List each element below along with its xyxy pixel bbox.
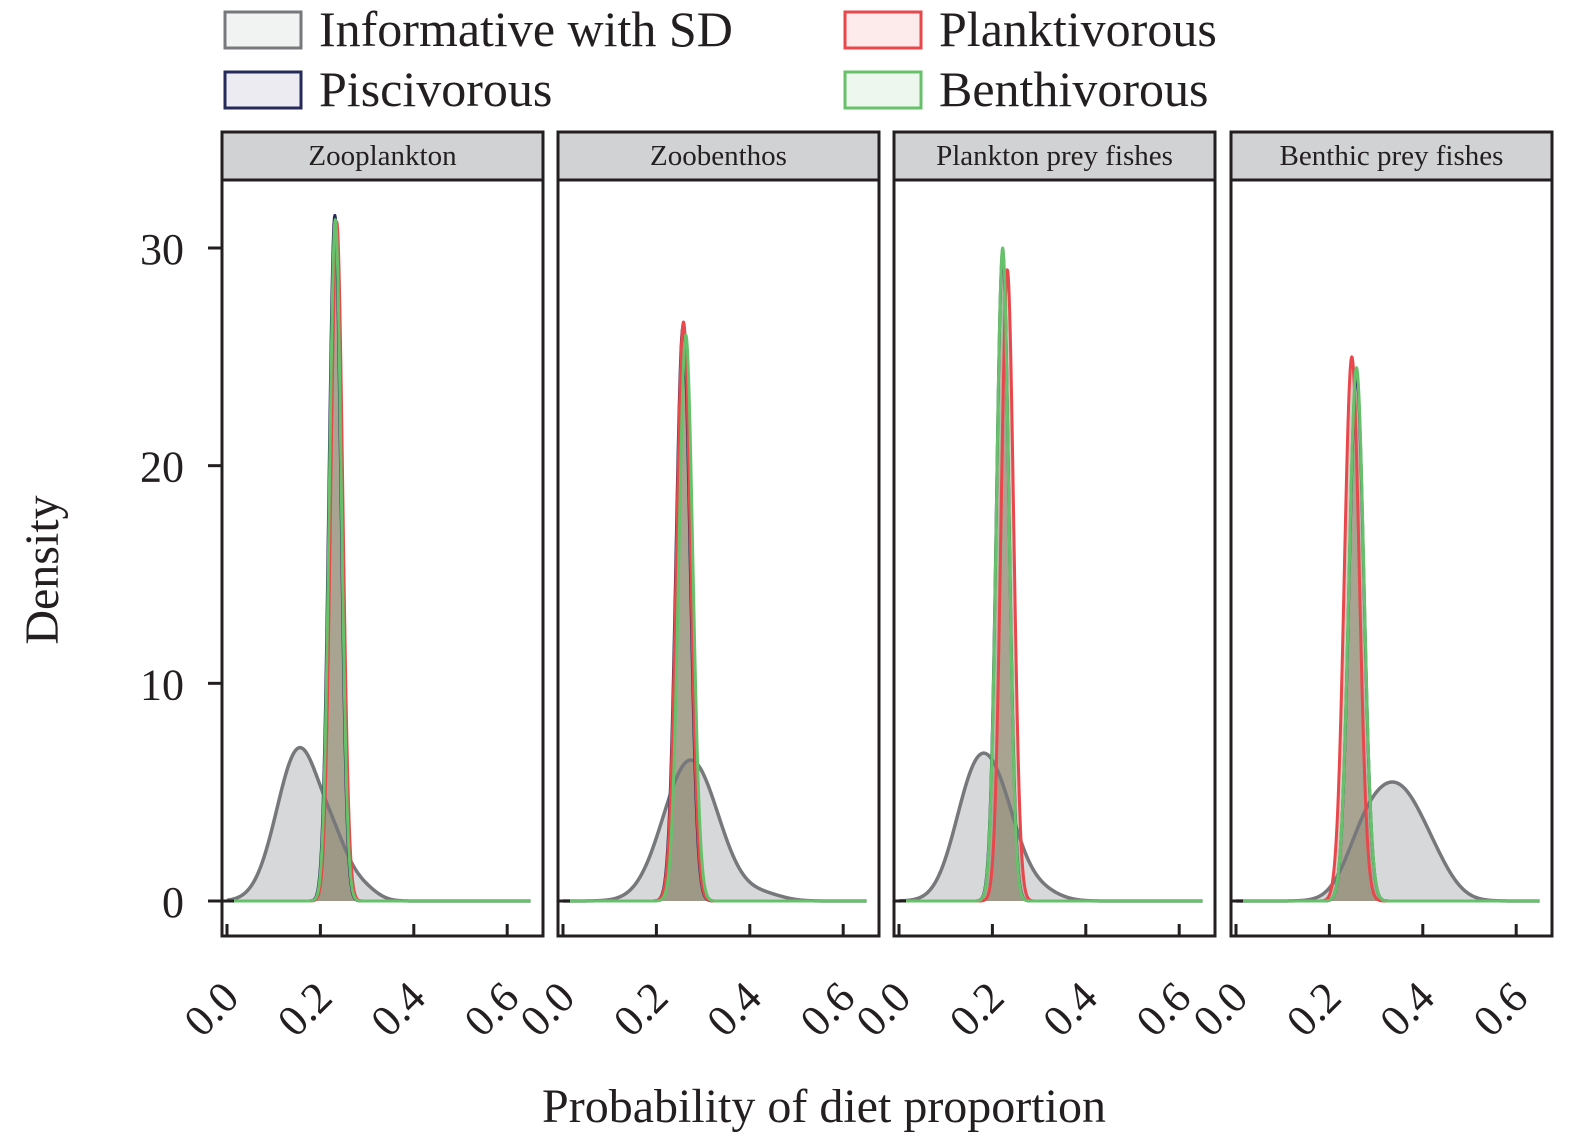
y-axis: 0 10 20 30 xyxy=(140,225,184,927)
density-area-prior xyxy=(227,747,531,901)
density-area-prior xyxy=(563,760,867,901)
legend-item-prior: Informative with SD xyxy=(223,1,733,57)
legend: Informative with SD Planktivorous Piscivor… xyxy=(223,1,1217,117)
strip-label: Zooplankton xyxy=(308,140,457,172)
x-tick-label: 0.2 xyxy=(268,972,342,1046)
legend-item-benth: Benthivorous xyxy=(843,61,1208,117)
density-line-benth xyxy=(561,333,868,903)
legend-label-benth: Benthivorous xyxy=(939,61,1208,117)
density-layer xyxy=(225,213,532,903)
density-area-prior xyxy=(1236,782,1540,901)
strip-background xyxy=(220,130,545,182)
x-axis-title: Probability of diet proportion xyxy=(542,1080,1106,1133)
legend-swatch-plankt xyxy=(843,10,923,50)
density-area-prior xyxy=(899,753,1203,901)
legend-item-plankt: Planktivorous xyxy=(843,1,1217,57)
density-line-benth xyxy=(225,218,532,903)
plot-frame xyxy=(892,178,1217,938)
x-tick-label: 0.0 xyxy=(511,972,585,1046)
panel-benthic-prey-fishes: Benthic prey fishes 0.0 0.2 0.4 0.6 xyxy=(1184,130,1554,1046)
y-tick-label: 30 xyxy=(140,225,184,274)
legend-swatch-prior xyxy=(223,10,303,50)
legend-label-pisc: Piscivorous xyxy=(319,61,552,117)
x-tick-label: 0.6 xyxy=(1464,972,1538,1046)
strip-background xyxy=(556,130,881,182)
legend-label-prior: Informative with SD xyxy=(319,1,733,57)
x-tick-label: 0.4 xyxy=(1370,972,1444,1046)
strip-label: Zoobenthos xyxy=(650,140,787,172)
strip-label: Plankton prey fishes xyxy=(936,140,1173,172)
x-tick-label: 0.0 xyxy=(1184,972,1258,1046)
y-tick-label: 20 xyxy=(140,443,184,492)
strip-label: Benthic prey fishes xyxy=(1280,140,1504,172)
legend-swatch-benth xyxy=(843,70,923,110)
strip-background xyxy=(892,130,1217,182)
density-line-benth xyxy=(897,246,1204,903)
legend-item-pisc: Piscivorous xyxy=(223,61,552,117)
x-tick-label: 0.0 xyxy=(847,972,921,1046)
x-tick-label: 0.0 xyxy=(175,972,249,1046)
panels: Zooplankton 0.0 0.2 0.4 0.6 Zoobenthos 0.0 0.2 0… xyxy=(175,130,1554,1046)
density-line-benth xyxy=(1234,366,1541,903)
legend-swatch-pisc xyxy=(223,70,303,110)
x-tick-label: 0.2 xyxy=(604,972,678,1046)
x-tick-label: 0.4 xyxy=(361,972,435,1046)
density-layer xyxy=(561,320,868,903)
y-tick-label: 10 xyxy=(140,660,184,709)
density-layer xyxy=(897,246,1204,903)
y-axis-title: Density xyxy=(16,495,69,644)
plot-frame xyxy=(220,178,545,938)
x-tick-label: 0.4 xyxy=(1033,972,1107,1046)
density-layer xyxy=(1234,355,1541,903)
y-tick-label: 0 xyxy=(162,878,184,927)
x-tick-label: 0.4 xyxy=(697,972,771,1046)
x-tick-label: 0.2 xyxy=(940,972,1014,1046)
legend-label-plankt: Planktivorous xyxy=(939,1,1217,57)
x-tick-label: 0.2 xyxy=(1277,972,1351,1046)
